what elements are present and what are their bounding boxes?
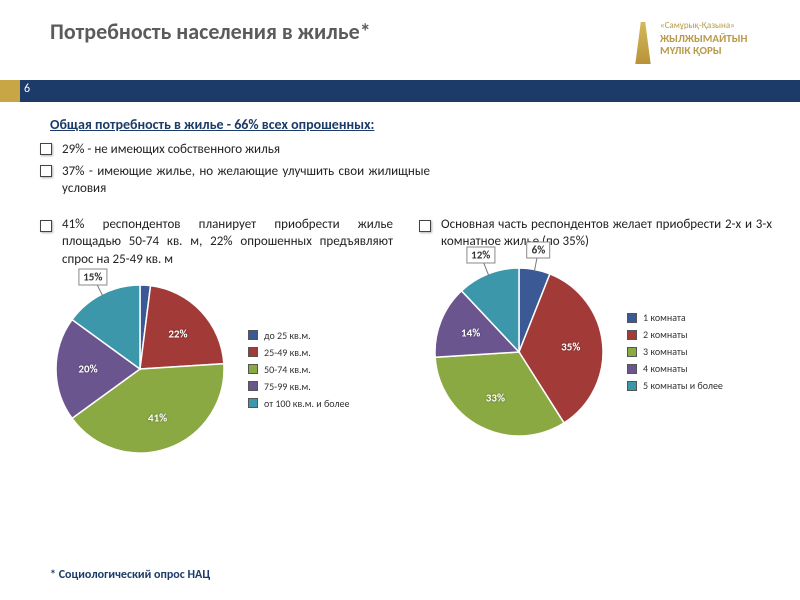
pie-slice <box>140 286 224 369</box>
legend-swatch <box>248 398 258 408</box>
legend-item: до 25 кв.м. <box>248 329 349 342</box>
header: Потребность населения в жилье* «Самұрық-… <box>0 0 800 78</box>
page-title: Потребность населения в жилье* <box>50 18 632 45</box>
pie-svg <box>40 274 240 464</box>
title-band: 6 <box>0 80 800 102</box>
subheading: Общая потребность в жилье - 66% всех опр… <box>50 116 800 133</box>
legend-label: от 100 кв.м. и более <box>264 397 349 410</box>
right-bullet: Основная часть респондентов желает приоб… <box>419 216 772 251</box>
legend-item: 75-99 кв.м. <box>248 380 349 393</box>
bullet-item: 37% - имеющие жилье, но желающие улучшит… <box>40 161 430 200</box>
legend-swatch <box>627 330 637 340</box>
pie-legend-rooms: 1 комната 2 комнаты 3 комнаты 4 комнаты 5 ко… <box>627 307 723 396</box>
legend-item: 25-49 кв.м. <box>248 346 349 359</box>
pie-svg <box>419 257 619 447</box>
page-number: 6 <box>24 82 30 96</box>
legend-swatch <box>627 347 637 357</box>
pie-chart-rooms: 6%35%33%14%12% <box>419 257 619 447</box>
bullet-item: 29% - не имеющих собственного жилья <box>40 139 430 161</box>
legend-swatch <box>248 381 258 391</box>
legend-label: 2 комнаты <box>643 328 688 341</box>
legend-item: 3 комнаты <box>627 345 723 358</box>
legend-item: 50-74 кв.м. <box>248 363 349 376</box>
legend-label: 25-49 кв.м. <box>264 346 311 359</box>
logo-line-1: «Самұрық-Қазына» <box>660 20 735 31</box>
legend-label: до 25 кв.м. <box>264 329 311 342</box>
logo-line-3: МҮЛІК ҚОРЫ <box>660 44 722 57</box>
legend-label: 3 комнаты <box>643 345 688 358</box>
legend-label: 1 комната <box>643 311 686 324</box>
footnote: * Социологический опрос НАЦ <box>50 568 210 582</box>
legend-swatch <box>248 364 258 374</box>
legend-swatch <box>627 364 637 374</box>
legend-label: 5 комнаты и более <box>643 379 723 392</box>
pie-legend-area: до 25 кв.м. 25-49 кв.м. 50-74 кв.м. 75-99 к… <box>248 325 349 414</box>
left-column: 41% респондентов планирует приобрести жи… <box>40 216 393 465</box>
legend-item: 1 комната <box>627 311 723 324</box>
two-column-area: 41% респондентов планирует приобрести жи… <box>0 200 800 465</box>
legend-swatch <box>627 313 637 323</box>
legend-item: 4 комнаты <box>627 362 723 375</box>
band-accent <box>0 80 20 102</box>
legend-swatch <box>248 330 258 340</box>
legend-label: 75-99 кв.м. <box>264 380 311 393</box>
legend-item: от 100 кв.м. и более <box>248 397 349 410</box>
right-column: Основная часть респондентов желает приоб… <box>419 216 772 465</box>
legend-item: 2 комнаты <box>627 328 723 341</box>
legend-item: 5 комнаты и более <box>627 379 723 392</box>
brand-logo: «Самұрық-Қазына» ЖЫЛЖЫМАЙТЫН МҮЛІК ҚОРЫ <box>632 18 772 68</box>
tower-icon <box>632 22 654 64</box>
legend-label: 50-74 кв.м. <box>264 363 311 376</box>
left-chart-area: 22%41%20%15% до 25 кв.м. 25-49 кв.м. 50-74… <box>40 274 393 464</box>
legend-label: 4 комнаты <box>643 362 688 375</box>
pie-chart-area: 22%41%20%15% <box>40 274 240 464</box>
right-chart-area: 6%35%33%14%12% 1 комната 2 комнаты 3 комна… <box>419 257 772 447</box>
summary-bullets: 29% - не имеющих собственного жилья 37% … <box>40 139 430 200</box>
legend-swatch <box>248 347 258 357</box>
left-bullet: 41% респондентов планирует приобрести жи… <box>40 216 393 269</box>
legend-swatch <box>627 381 637 391</box>
